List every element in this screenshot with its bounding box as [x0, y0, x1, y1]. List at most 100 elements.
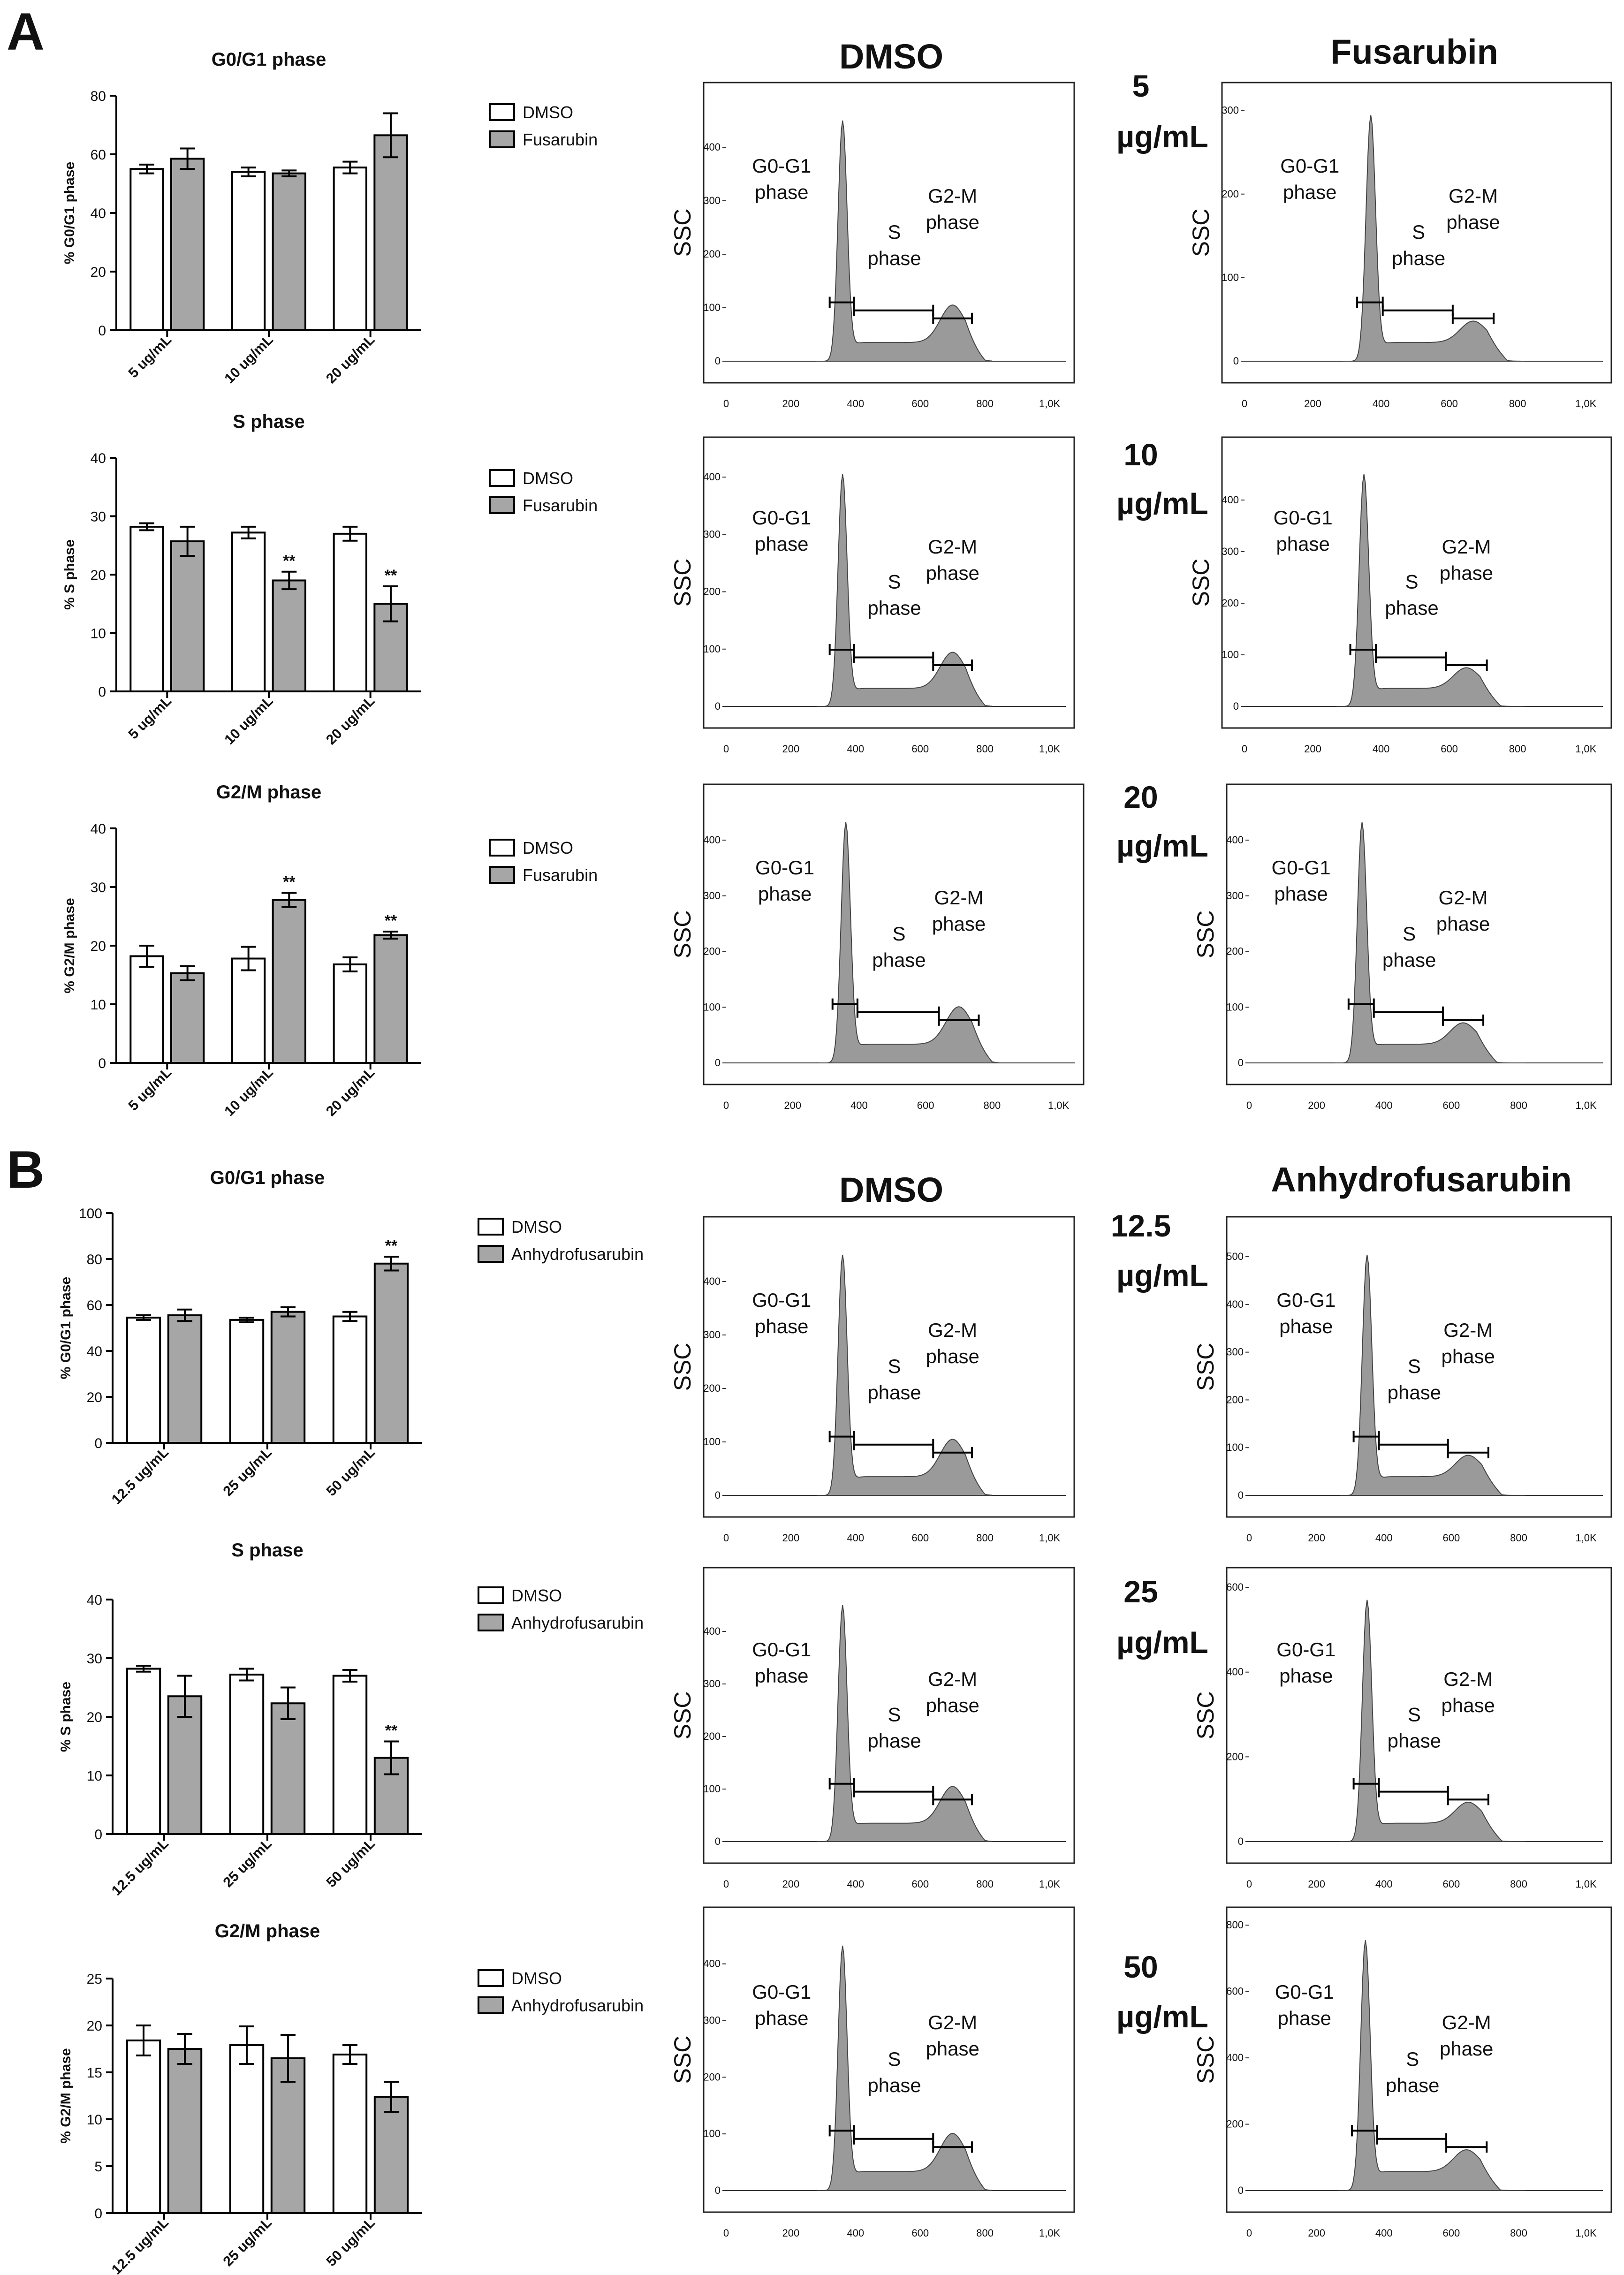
legend-swatch-dmso — [489, 103, 515, 121]
bar-dmso-12-5-ug-ml — [126, 1668, 161, 1835]
legend-swatch-fusarubin — [489, 866, 515, 884]
histogram-a-fusarubin-10-g-ml: 0 100 200 300 400 0 200 400 600 800 1,0K SSC G0-G1 ph… — [1188, 436, 1612, 755]
hist-y-axis-title: SSC — [1188, 559, 1214, 607]
y-tick-label: 20 — [87, 1710, 102, 1725]
label-g2m-line1: G2-M — [934, 887, 984, 909]
hist-x-tick-label: 800 — [976, 743, 994, 755]
label-g0g1-line2: phase — [755, 1665, 808, 1687]
histogram-a-fusarubin-20-g-ml: 0 100 200 300 400 0 200 400 600 800 1,0K SSC G0-G1 ph… — [1192, 783, 1612, 1111]
histogram-area — [817, 474, 992, 707]
label-g2m-line1: G2-M — [1443, 1668, 1493, 1690]
hist-x-tick-label: 400 — [1373, 398, 1390, 410]
label-s-line2: phase — [872, 949, 926, 971]
y-tick-label: 80 — [87, 1252, 102, 1267]
bar-dmso-12-5-ug-ml — [126, 2040, 161, 2214]
bar-dmso-25-ug-ml — [229, 1674, 265, 1835]
hist-y-tick-label: 200 — [1226, 1751, 1244, 1762]
y-tick-label: 5 — [94, 2159, 102, 2175]
y-axis-title: % G2/M phase — [58, 2048, 74, 2143]
y-axis-title: % G2/M phase — [62, 898, 77, 993]
y-tick-label: 40 — [91, 451, 106, 466]
hist-x-tick-label: 0 — [1246, 2227, 1252, 2239]
bar-fusarubin-5-ug-ml — [170, 540, 205, 693]
hist-x-tick-label: 600 — [911, 743, 929, 755]
histogram-a-dmso-row1: 0 100 200 300 400 0 200 400 600 800 1,0K SSC G0-G1 ph… — [669, 82, 1075, 410]
bar-chart-title: S phase — [231, 1540, 303, 1561]
bar-anhydrofusarubin-12-5-ug-ml — [167, 1314, 203, 1444]
hist-x-tick-label: 1,0K — [1039, 1532, 1061, 1544]
hist-y-tick-label: 400 — [703, 834, 721, 846]
hist-y-tick-label: 200 — [703, 946, 721, 957]
label-s-line1: S — [888, 2048, 901, 2070]
bar-dmso-5-ug-ml — [129, 955, 164, 1064]
legend-label-fusarubin: Fusarubin — [523, 496, 598, 515]
legend-swatch-dmso — [489, 469, 515, 487]
bar-fusarubin-5-ug-ml — [170, 158, 205, 331]
column-title-dmso-a: DMSO — [839, 37, 943, 76]
significance-marker: ** — [385, 1722, 398, 1740]
histogram-area — [1340, 1254, 1525, 1496]
bar-dmso-5-ug-ml — [129, 525, 164, 693]
significance-marker: ** — [385, 1237, 398, 1255]
bar-chart-a-g2-m-phase: G2/M phase 0 10 20 30 40 % G2/M phase 5 ug/mL **… — [62, 782, 598, 1119]
bar-chart-title: G2/M phase — [215, 1921, 320, 1941]
hist-y-tick-label: 0 — [1238, 1835, 1244, 1847]
bar-dmso-20-ug-ml — [333, 167, 368, 331]
hist-y-tick-label: 400 — [1226, 1298, 1244, 1310]
hist-x-tick-label: 200 — [782, 398, 800, 410]
hist-x-tick-label: 800 — [1509, 743, 1526, 755]
histogram-a-dmso-row3: 0 100 200 300 400 0 200 400 600 800 1,0K SSC G0-G1 ph… — [669, 783, 1085, 1111]
dose-unit: µg/mL — [1116, 828, 1208, 863]
hist-x-tick-label: 600 — [911, 1878, 929, 1890]
y-tick-label: 25 — [87, 1972, 102, 1987]
hist-x-tick-label: 200 — [1308, 2227, 1325, 2239]
label-g0g1-line2: phase — [1279, 1315, 1333, 1337]
hist-y-tick-label: 200 — [1226, 946, 1244, 957]
histogram-frame — [1226, 1216, 1612, 1518]
category-label: 12.5 ug/mL — [109, 1445, 172, 1508]
label-s-line1: S — [888, 1704, 901, 1726]
legend-label-dmso: DMSO — [511, 1969, 562, 1988]
y-tick-label: 0 — [98, 1056, 106, 1071]
bar-chart-b-g2-m-phase: G2/M phase 0 5 10 15 20 25 % G2/M phase 12.5 ug/… — [58, 1921, 644, 2275]
panel-label-a: A — [7, 2, 45, 61]
label-g0g1-line1: G0-G1 — [1272, 857, 1331, 879]
bar-fusarubin-20-ug-ml — [373, 934, 408, 1064]
hist-y-tick-label: 500 — [1226, 1251, 1244, 1262]
bar-chart-title: G2/M phase — [216, 782, 322, 803]
hist-x-tick-label: 1,0K — [1039, 398, 1061, 410]
y-tick-label: 20 — [91, 265, 106, 280]
dose-value-a-10: 10 — [1123, 437, 1158, 472]
hist-y-tick-label: 100 — [1226, 1441, 1244, 1453]
dose-unit: µg/mL — [1116, 1999, 1208, 2034]
histogram-area — [817, 1605, 992, 1842]
label-g2m-line2: phase — [926, 562, 979, 584]
bar-dmso-10-ug-ml — [231, 171, 266, 331]
hist-y-tick-label: 100 — [703, 1783, 721, 1795]
dose-unit: µg/mL — [1116, 486, 1208, 521]
label-g0g1-line1: G0-G1 — [1274, 507, 1333, 529]
y-tick-label: 40 — [87, 1592, 102, 1608]
label-g2m-line1: G2-M — [1442, 536, 1491, 558]
hist-y-tick-label: 0 — [715, 1835, 721, 1847]
label-g0g1-line1: G0-G1 — [755, 857, 814, 879]
hist-y-tick-label: 100 — [1226, 1001, 1244, 1013]
histogram-area — [1340, 1600, 1525, 1842]
y-tick-label: 20 — [87, 2018, 102, 2034]
label-g2m-line2: phase — [1446, 211, 1500, 233]
hist-y-tick-label: 600 — [1226, 1986, 1244, 1997]
hist-x-tick-label: 600 — [911, 398, 929, 410]
hist-x-tick-label: 600 — [911, 2227, 929, 2239]
label-g2m-line2: phase — [1442, 1345, 1495, 1367]
bar-fusarubin-10-ug-ml — [272, 579, 307, 692]
bar-dmso-10-ug-ml — [231, 531, 266, 692]
histogram-area — [1335, 822, 1525, 1063]
hist-y-tick-label: 200 — [1226, 2118, 1244, 2130]
bar-chart-a-g0-g1-phase: G0/G1 phase 0 20 40 60 80 % G0/G1 phase 5 ug/mL… — [62, 49, 598, 387]
legend-swatch-dmso — [478, 1969, 504, 1987]
label-g0g1-line2: phase — [1274, 883, 1328, 905]
hist-y-tick-label: 200 — [703, 2071, 721, 2083]
category-label: 12.5 ug/mL — [109, 2215, 172, 2275]
hist-x-tick-label: 400 — [847, 2227, 864, 2239]
histogram-frame — [1226, 783, 1612, 1085]
